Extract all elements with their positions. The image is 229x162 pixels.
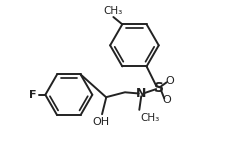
Text: O: O [164,76,173,86]
Text: N: N [135,87,145,100]
Text: CH₃: CH₃ [139,113,159,123]
Text: F: F [29,90,37,100]
Text: OH: OH [92,117,109,127]
Text: CH₃: CH₃ [103,6,122,16]
Text: O: O [162,95,170,105]
Text: S: S [153,81,163,95]
